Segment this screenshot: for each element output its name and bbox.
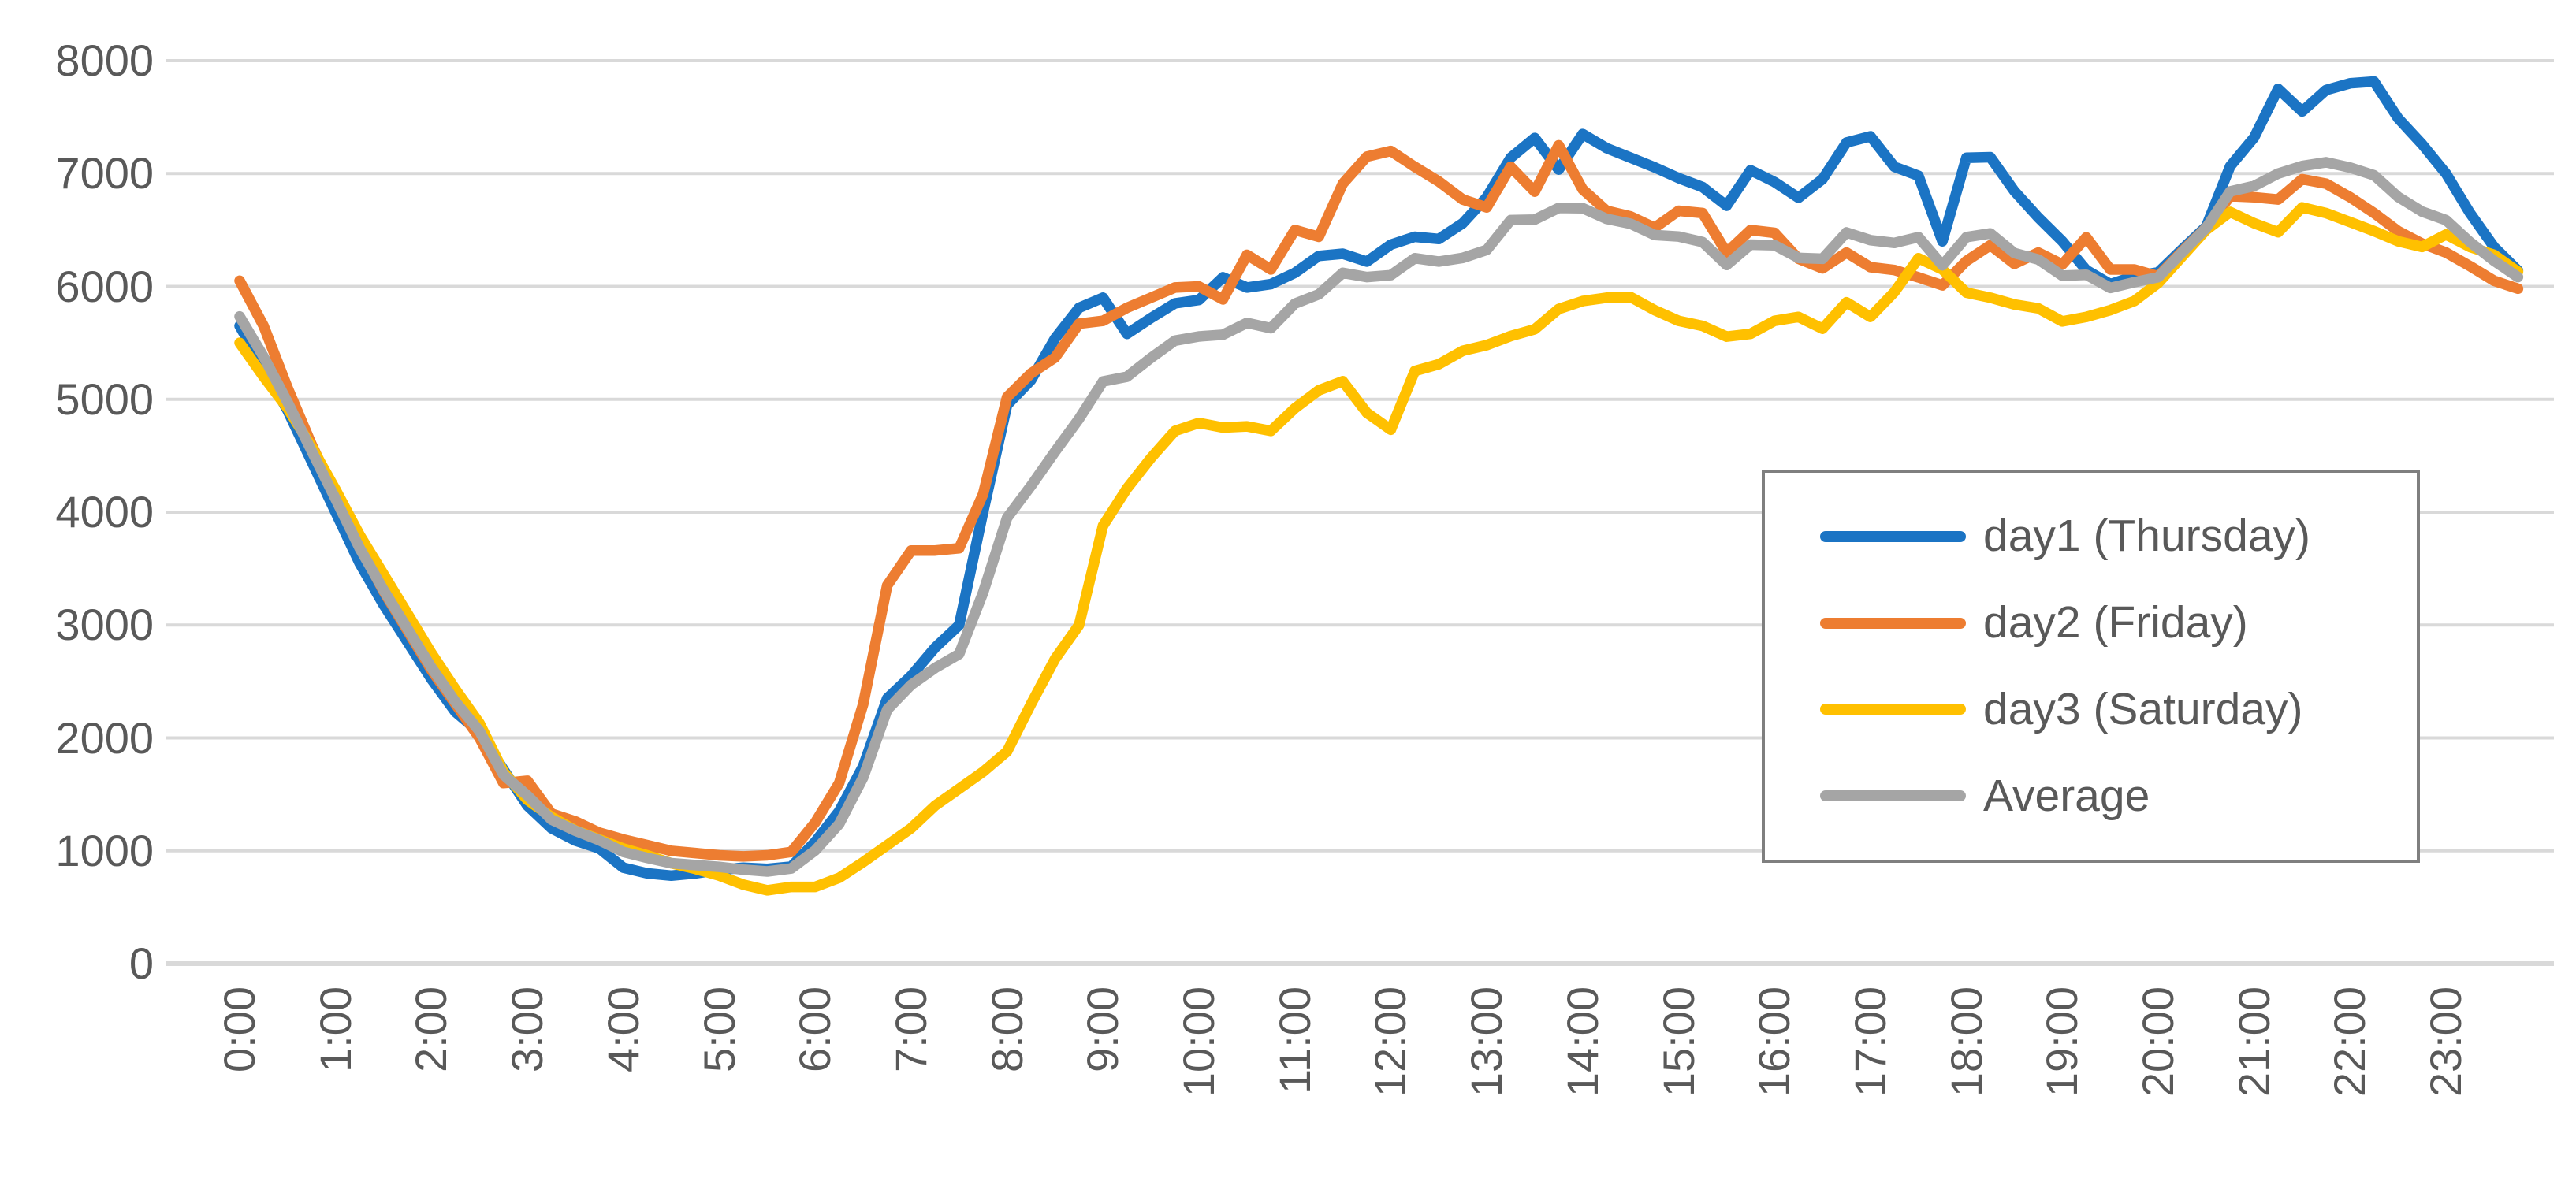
x-tick-label-6:00: 6:00 <box>790 986 840 1072</box>
day2-line-marker-icon <box>1820 617 1966 629</box>
x-tick-label-13:00: 13:00 <box>1461 986 1512 1098</box>
legend-label-day2: day2 (Friday) <box>1983 597 2248 648</box>
x-tick-label-21:00: 21:00 <box>2228 986 2279 1098</box>
x-tick-label-12:00: 12:00 <box>1365 986 1416 1098</box>
y-tick-label-2000: 2000 <box>55 712 154 763</box>
x-tick-label-7:00: 7:00 <box>885 986 936 1072</box>
x-tick-label-3:00: 3:00 <box>502 986 553 1072</box>
series-line-day2 <box>234 139 2524 862</box>
x-tick-label-4:00: 4:00 <box>597 986 648 1072</box>
day3-line-marker-icon <box>1820 704 1966 715</box>
x-tick-label-0:00: 0:00 <box>214 986 264 1072</box>
legend-item-day2: day2 (Friday) <box>1820 600 2409 645</box>
legend-label-day1: day1 (Thursday) <box>1983 511 2311 562</box>
y-tick-label-4000: 4000 <box>55 487 154 537</box>
x-tick-label-1:00: 1:00 <box>310 986 360 1072</box>
x-tick-label-8:00: 8:00 <box>981 986 1032 1072</box>
y-tick-label-0: 0 <box>128 938 154 988</box>
legend-item-day3: day3 (Saturday) <box>1820 683 2409 734</box>
y-tick-label-1000: 1000 <box>55 825 154 875</box>
y-tick-label-5000: 5000 <box>55 373 154 424</box>
legend-label-day3: day3 (Saturday) <box>1983 683 2303 734</box>
x-tick-label-22:00: 22:00 <box>2325 986 2375 1098</box>
legend-label-average: Average <box>1983 770 2150 821</box>
x-tick-label-2:00: 2:00 <box>406 986 456 1072</box>
y-tick-label-3000: 3000 <box>55 600 154 650</box>
y-tick-label-7000: 7000 <box>55 148 154 199</box>
day1-line-marker-icon <box>1820 530 1966 542</box>
series-line-average <box>234 157 2524 877</box>
x-tick-label-10:00: 10:00 <box>1174 986 1223 1098</box>
x-tick-label-18:00: 18:00 <box>1941 986 1991 1098</box>
x-tick-label-23:00: 23:00 <box>2421 986 2471 1098</box>
legend-box: day1 (Thursday) day2 (Friday) day3 (Satu… <box>1762 470 2420 863</box>
x-tick-label-9:00: 9:00 <box>1078 986 1128 1072</box>
legend-item-average: Average <box>1820 770 2409 821</box>
x-tick-label-20:00: 20:00 <box>2133 986 2183 1098</box>
y-tick-label-8000: 8000 <box>55 35 154 85</box>
average-line-marker-icon <box>1820 790 1966 802</box>
x-tick-label-15:00: 15:00 <box>1653 986 1703 1098</box>
x-tick-label-16:00: 16:00 <box>1749 986 1800 1098</box>
y-tick-label-6000: 6000 <box>55 261 154 311</box>
x-tick-label-14:00: 14:00 <box>1557 986 1607 1098</box>
x-tick-label-19:00: 19:00 <box>2037 986 2087 1098</box>
legend-item-day1: day1 (Thursday) <box>1820 514 2409 559</box>
x-tick-label-11:00: 11:00 <box>1269 986 1320 1094</box>
x-tick-label-17:00: 17:00 <box>1845 986 1895 1098</box>
x-tick-label-5:00: 5:00 <box>694 986 744 1072</box>
